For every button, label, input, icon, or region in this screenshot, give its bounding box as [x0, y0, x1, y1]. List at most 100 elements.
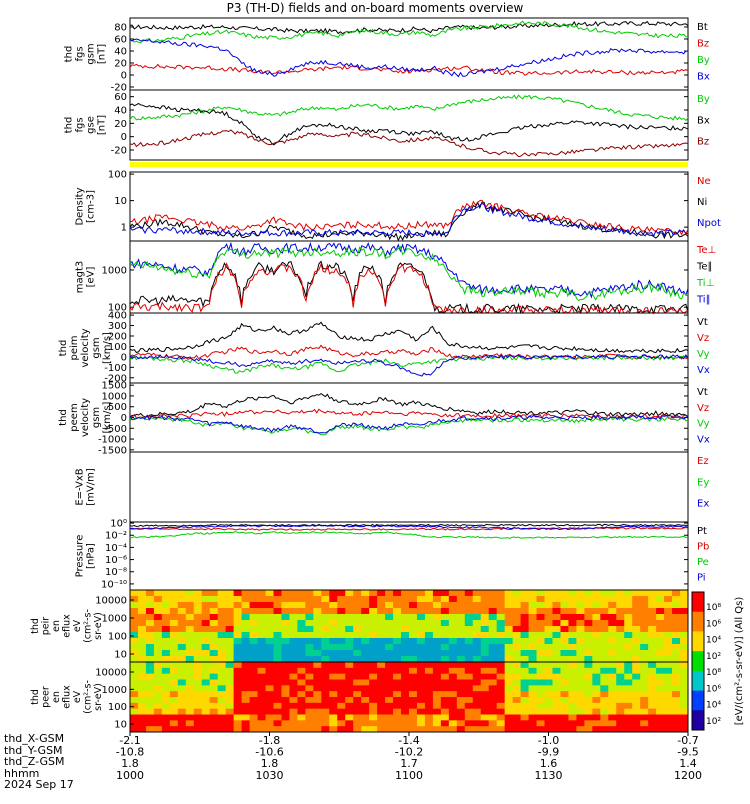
spectrogram-cell	[432, 626, 442, 633]
spectrogram-cell	[393, 685, 402, 692]
spectrogram-cell	[624, 679, 633, 686]
spectrogram-cell	[345, 667, 354, 675]
y-axis-label: [eV]	[86, 267, 97, 288]
spectrogram-cell	[201, 608, 211, 615]
spectrogram-cell	[568, 614, 577, 621]
spectrogram-cell	[273, 638, 282, 645]
spectrogram-cell	[584, 656, 593, 663]
spectrogram-cell	[289, 720, 298, 727]
spectrogram-cell	[656, 590, 665, 597]
spectrogram-cell	[480, 608, 490, 615]
spectrogram-cell	[217, 720, 227, 727]
series-line-Te⊥	[129, 262, 689, 315]
spectrogram-cell	[193, 620, 203, 627]
spectrogram-cell	[544, 602, 553, 609]
spectrogram-cell	[440, 596, 450, 603]
spectrogram-cell	[672, 638, 681, 645]
spectrogram-cell	[153, 608, 163, 615]
spectrogram-cell	[353, 596, 362, 603]
spectrogram-cell	[329, 602, 338, 609]
spectrogram-cell	[416, 602, 426, 609]
spectrogram-cell	[201, 638, 211, 645]
panel-frame	[129, 451, 689, 523]
spectrogram-cell	[385, 667, 394, 675]
spectrogram-cell	[440, 656, 450, 663]
spectrogram-cell	[217, 632, 227, 639]
y-tick-label: 1000	[102, 265, 127, 276]
spectrogram-cell	[624, 614, 633, 621]
xrow-label: thd_Z-GSM	[4, 755, 65, 769]
spectrogram-cell	[217, 590, 227, 597]
colorbar-segment	[692, 592, 704, 613]
spectrogram-cell	[225, 726, 235, 733]
spectrogram-cell	[616, 626, 625, 633]
spectrogram-cell	[137, 702, 147, 710]
spectrogram-cell	[568, 697, 577, 704]
spectrogram-cell	[161, 685, 171, 692]
spectrogram-cell	[361, 667, 370, 675]
spectrogram-cell	[568, 656, 577, 663]
spectrogram-cell	[337, 708, 346, 715]
spectrogram-cell	[217, 650, 227, 657]
spectrogram-cell	[145, 667, 155, 675]
spectrogram-cell	[680, 608, 689, 615]
spectrogram-cell	[568, 626, 577, 633]
spectrogram-cell	[249, 656, 259, 663]
spectrogram-cell	[520, 691, 530, 698]
spectrogram-cell	[177, 691, 187, 698]
spectrogram-cell	[185, 679, 195, 686]
spectrogram-cell	[472, 726, 482, 733]
spectrogram-cell	[401, 673, 410, 680]
spectrogram-cell	[241, 620, 251, 627]
spectrogram-cell	[472, 697, 482, 704]
spectrogram-cell	[337, 691, 346, 698]
legend-entry: Pb	[697, 542, 709, 553]
spectrogram-cell	[616, 697, 625, 704]
spectrogram-cell	[281, 656, 290, 663]
spectrogram-cell	[616, 650, 625, 657]
spectrogram-cell	[289, 632, 298, 639]
spectrogram-cell	[568, 679, 577, 686]
spectrogram-cell	[416, 708, 426, 715]
spectrogram-cell	[472, 614, 482, 621]
spectrogram-cell	[448, 656, 458, 663]
spectrogram-cell	[576, 662, 585, 669]
spectrogram-cell	[130, 656, 139, 663]
spectrogram-cell	[432, 726, 442, 733]
spectrogram-cell	[520, 714, 530, 721]
spectrogram-cell	[616, 602, 625, 609]
spectrogram-cell	[257, 614, 267, 621]
spectrogram-cell	[600, 685, 609, 692]
spectrogram-cell	[416, 691, 426, 698]
spectrogram-cell	[560, 608, 569, 615]
y-tick-label: 10⁰	[110, 519, 127, 530]
spectrogram-cell	[648, 702, 657, 710]
spectrogram-cell	[632, 679, 641, 686]
spectrogram-cell	[600, 632, 609, 639]
spectrogram-cell	[185, 726, 195, 733]
spectrogram-cell	[225, 638, 235, 645]
spectrogram-cell	[456, 720, 466, 727]
spectrogram-cell	[130, 596, 139, 603]
spectrogram-cell	[568, 608, 577, 615]
spectrogram-cell	[664, 656, 673, 663]
series-line-Vy	[129, 416, 689, 436]
spectrogram-cell	[401, 679, 410, 686]
spectrogram-cell	[648, 608, 657, 615]
spectrogram-cell	[672, 590, 681, 597]
spectrogram-cell	[552, 714, 561, 721]
spectrogram-cell	[648, 650, 657, 657]
y-tick-label: 500	[108, 402, 127, 413]
spectrogram-cell	[528, 614, 538, 621]
spectrogram-cell	[440, 673, 450, 680]
spectrogram-cell	[600, 662, 609, 669]
spectrogram-cell	[632, 726, 641, 733]
spectrogram-cell	[377, 656, 386, 663]
spectrogram-cell	[440, 638, 450, 645]
spectrogram-cell	[632, 638, 641, 645]
spectrogram-cell	[624, 667, 633, 675]
spectrogram-cell	[281, 667, 290, 675]
spectrogram-cell	[464, 667, 474, 675]
spectrogram-cell	[656, 596, 665, 603]
spectrogram-cell	[281, 720, 290, 727]
